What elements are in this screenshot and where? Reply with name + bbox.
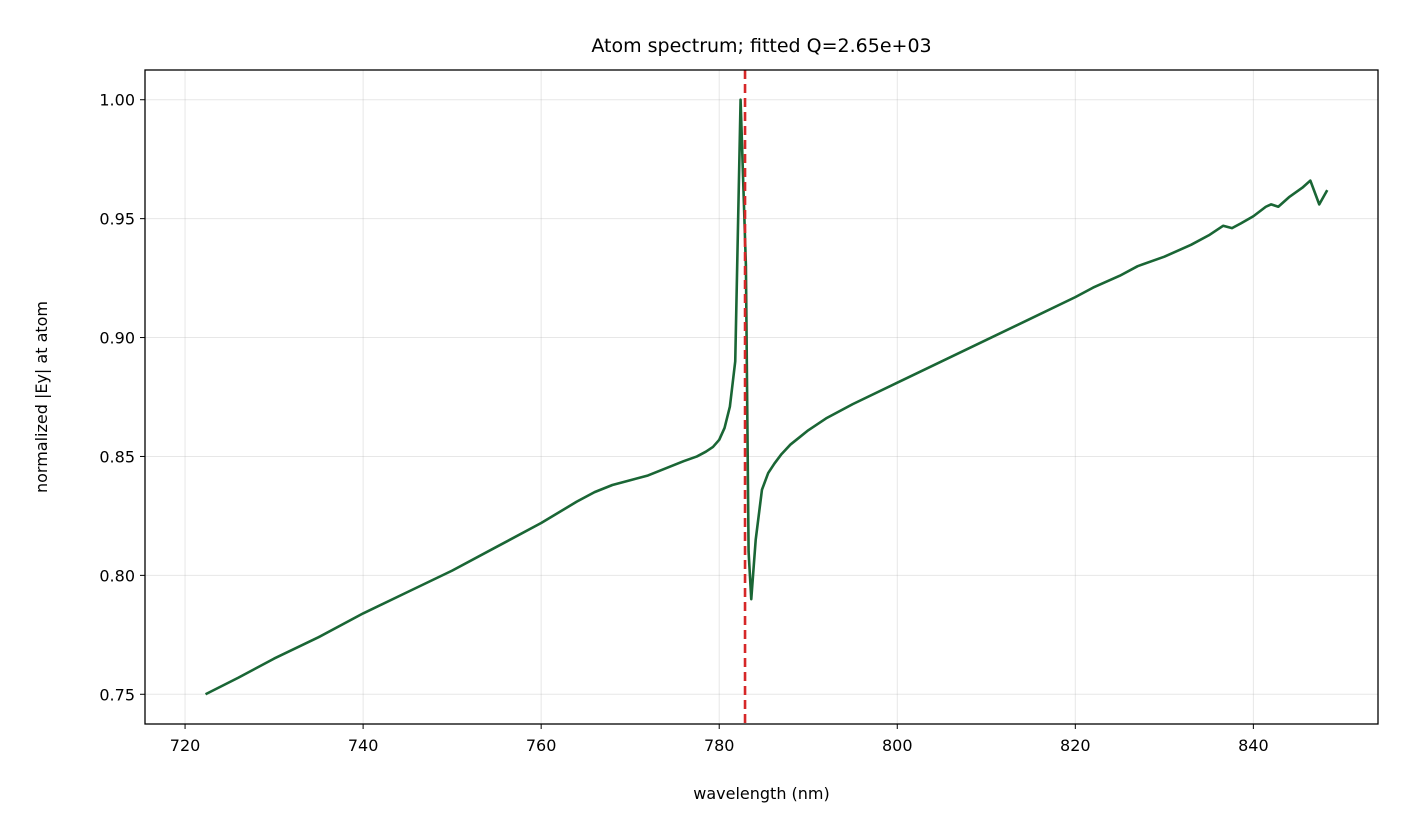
y-tick-label: 0.95: [99, 210, 135, 229]
y-axis-title: normalized |Ey| at atom: [32, 301, 51, 493]
chart-title: Atom spectrum; fitted Q=2.65e+03: [591, 35, 931, 57]
y-tick-label: 1.00: [99, 91, 135, 110]
x-axis-title: wavelength (nm): [693, 784, 830, 803]
grid-layer: [145, 70, 1378, 724]
y-tick-label: 0.75: [99, 685, 135, 704]
x-tick-label: 720: [170, 736, 201, 755]
x-tick-label: 820: [1060, 736, 1091, 755]
x-tick-label: 840: [1238, 736, 1269, 755]
x-tick-label: 760: [526, 736, 557, 755]
spectrum-line: [204, 98, 1329, 696]
x-tick-label: 800: [882, 736, 913, 755]
x-tick-label: 740: [348, 736, 379, 755]
y-tick-label: 0.90: [99, 329, 135, 348]
series-layer: [204, 70, 1329, 724]
tick-layer: 720 740 760 780 800 820 840 0.75 0.80 0.85 0.90 0.9…: [99, 91, 1268, 755]
x-tick-label: 780: [704, 736, 735, 755]
y-tick-label: 0.85: [99, 447, 135, 466]
y-tick-label: 0.80: [99, 566, 135, 585]
plot-frame: [144, 69, 1379, 725]
